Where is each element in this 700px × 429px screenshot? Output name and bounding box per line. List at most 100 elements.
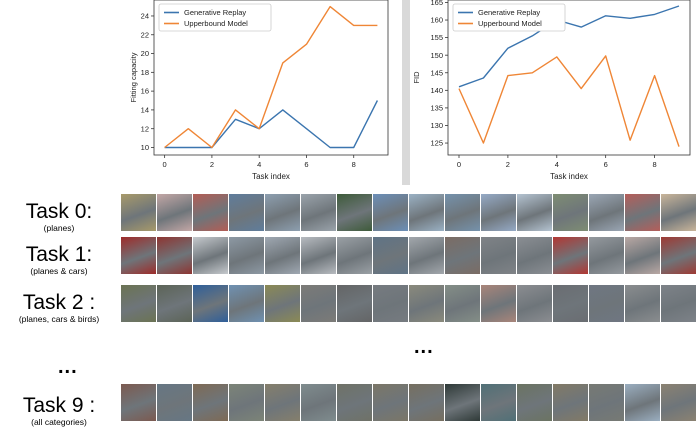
sample-strip xyxy=(121,384,696,421)
fitting-capacity-chart: 0 2 4 6 8 10 12 14 16 18 20 22 24 Task index Fitting c… xyxy=(130,0,398,185)
sample-image xyxy=(121,285,156,322)
sample-image xyxy=(121,237,156,274)
sample-image xyxy=(589,384,624,421)
sample-image xyxy=(625,285,660,322)
plot-frame xyxy=(153,0,389,156)
y-tick-label: 160 xyxy=(430,16,443,25)
sample-image xyxy=(409,237,444,274)
sample-image xyxy=(661,194,696,231)
sample-image xyxy=(265,384,300,421)
x-axis-label: Task index xyxy=(550,172,588,181)
task-title: Task 9 : xyxy=(22,394,96,417)
sample-image xyxy=(229,194,264,231)
fid-plot: 0 2 4 6 8 125 130 135 140 145 150 155 160 165 Task ind… xyxy=(412,0,691,181)
y-axis-label: FID xyxy=(412,71,421,84)
x-tick-label: 4 xyxy=(555,160,559,169)
sample-strip xyxy=(121,285,696,322)
series-line xyxy=(164,100,379,149)
y-tick-label: 10 xyxy=(141,143,149,152)
y-tick-label: 125 xyxy=(430,139,443,148)
x-tick-label: 8 xyxy=(352,160,356,169)
sample-image xyxy=(373,194,408,231)
y-tick-label: 135 xyxy=(430,104,443,113)
y-tick-label: 150 xyxy=(430,51,443,60)
x-tick-label: 2 xyxy=(210,160,214,169)
sample-image xyxy=(229,237,264,274)
y-tick-label: 22 xyxy=(141,30,149,39)
sample-image xyxy=(553,285,588,322)
sample-image xyxy=(373,384,408,421)
task-label: Task 2 : (planes, cars & birds) xyxy=(0,291,118,324)
y-tick-label: 155 xyxy=(430,33,443,42)
y-tick-label: 130 xyxy=(430,121,443,130)
x-tick-label: 0 xyxy=(457,160,461,169)
sample-image xyxy=(337,194,372,231)
sample-strip xyxy=(121,194,696,231)
x-tick-label: 4 xyxy=(257,160,261,169)
sample-image xyxy=(661,384,696,421)
sample-image xyxy=(193,285,228,322)
y-tick-label: 20 xyxy=(141,49,149,58)
sample-image xyxy=(661,285,696,322)
task-label: Task 0: (planes) xyxy=(0,200,118,233)
sample-image xyxy=(301,384,336,421)
y-tick-label: 12 xyxy=(141,124,149,133)
sample-image xyxy=(445,384,480,421)
sample-image xyxy=(409,285,444,322)
sample-image xyxy=(265,285,300,322)
sample-image xyxy=(553,384,588,421)
x-tick-label: 8 xyxy=(652,160,656,169)
y-tick-label: 16 xyxy=(141,87,149,96)
sample-image xyxy=(373,285,408,322)
legend-entry: Upperbound Model xyxy=(478,19,542,28)
sample-image xyxy=(589,285,624,322)
sample-image xyxy=(517,194,552,231)
sample-image xyxy=(193,194,228,231)
sample-image xyxy=(337,237,372,274)
sample-image xyxy=(517,285,552,322)
task-title: Task 0: xyxy=(25,200,93,223)
sample-image xyxy=(553,237,588,274)
sample-image xyxy=(301,285,336,322)
x-axis-label: Task index xyxy=(252,172,290,181)
chart-divider xyxy=(402,0,410,185)
sample-image xyxy=(301,194,336,231)
x-tick-label: 6 xyxy=(304,160,308,169)
sample-image xyxy=(301,237,336,274)
sample-image xyxy=(157,384,192,421)
task-label: Task 1: (planes & cars) xyxy=(0,243,118,276)
sample-image xyxy=(481,285,516,322)
x-tick-label: 2 xyxy=(506,160,510,169)
sample-image xyxy=(589,237,624,274)
task-subtitle: (planes, cars & birds) xyxy=(18,314,100,324)
sample-image xyxy=(157,285,192,322)
sample-image xyxy=(481,194,516,231)
sample-image xyxy=(121,194,156,231)
series-line xyxy=(458,55,680,147)
sample-image xyxy=(193,237,228,274)
y-tick-label: 24 xyxy=(141,12,149,21)
sample-image xyxy=(625,194,660,231)
sample-image xyxy=(517,237,552,274)
ellipsis-right: ... xyxy=(414,336,434,358)
sample-image xyxy=(589,194,624,231)
sample-image xyxy=(265,237,300,274)
task-label: Task 9 : (all categories) xyxy=(0,394,118,427)
legend-entry: Upperbound Model xyxy=(184,19,248,28)
sample-image xyxy=(445,237,480,274)
y-tick-label: 140 xyxy=(430,86,443,95)
fid-chart: 0 2 4 6 8 125 130 135 140 145 150 155 160 165 Task ind… xyxy=(412,0,700,185)
sample-image xyxy=(481,237,516,274)
sample-image xyxy=(121,384,156,421)
legend-box xyxy=(452,3,566,32)
y-tick-label: 18 xyxy=(141,68,149,77)
sample-image xyxy=(337,285,372,322)
y-tick-label: 145 xyxy=(430,68,443,77)
sample-image xyxy=(229,384,264,421)
y-tick-label: 14 xyxy=(141,106,149,115)
task-title: Task 2 : xyxy=(22,291,96,314)
legend-entry: Generative Replay xyxy=(184,8,246,17)
sample-image xyxy=(661,237,696,274)
sample-image xyxy=(373,237,408,274)
